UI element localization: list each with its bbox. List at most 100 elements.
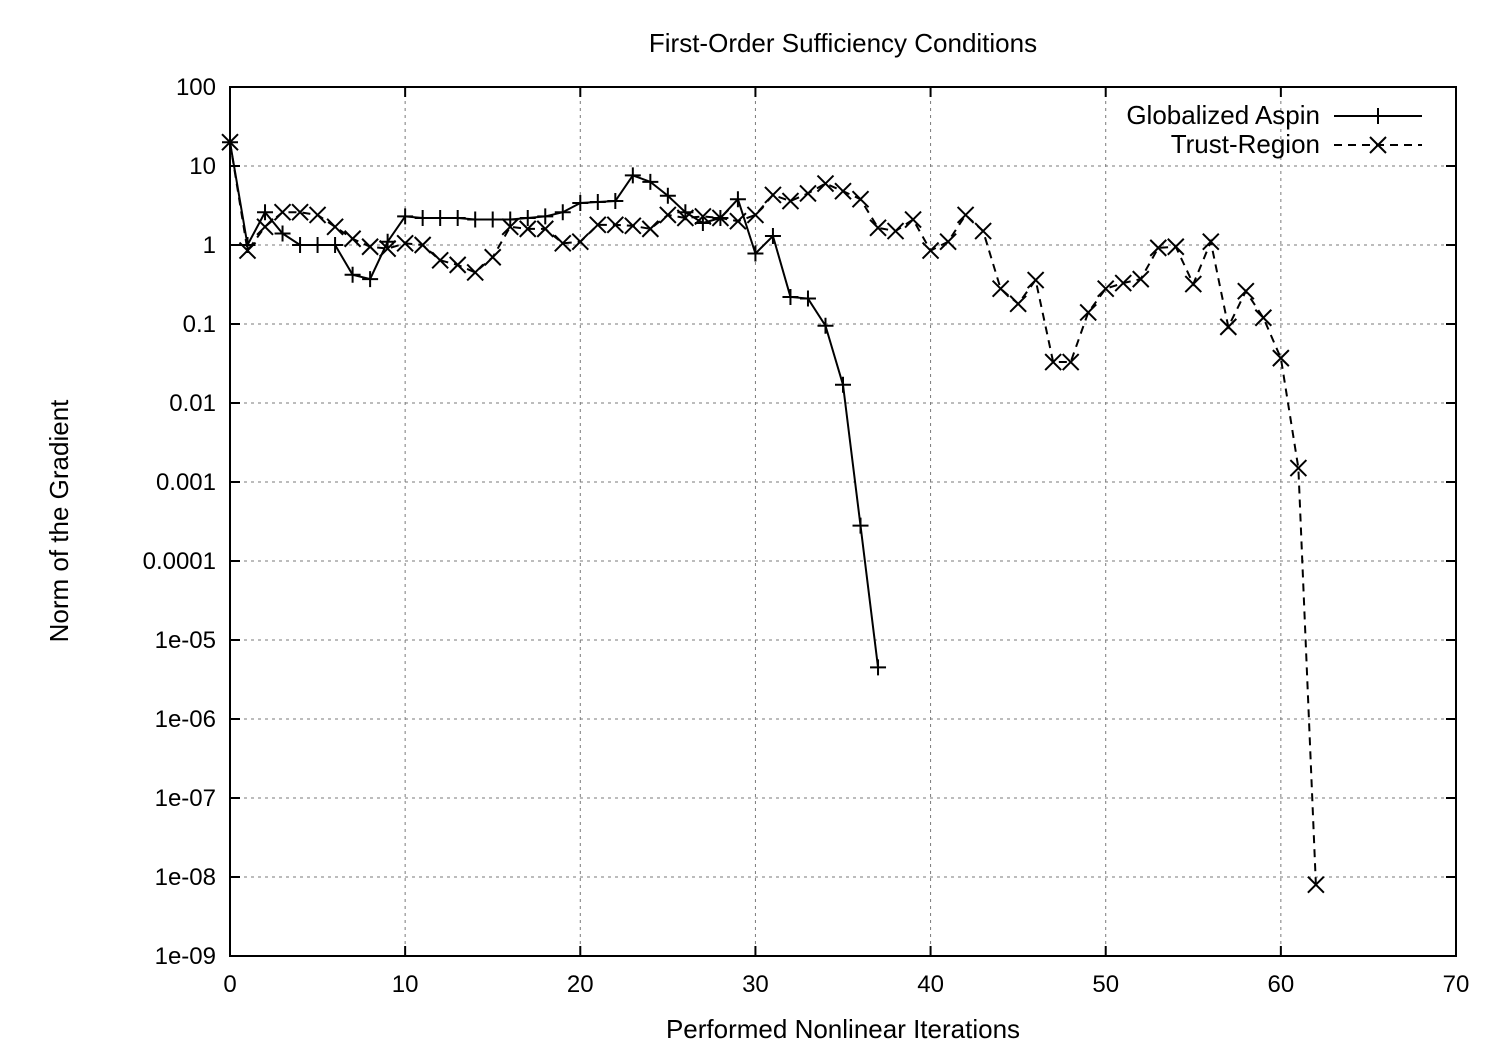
- data-point-trust-region: [1307, 875, 1325, 894]
- y-axis-title: Norm of the Gradient: [44, 399, 74, 643]
- data-point-trust-region: [448, 256, 467, 274]
- data-point-globalized-aspin: [870, 659, 887, 676]
- y-tick-label: 100: [176, 74, 216, 101]
- data-point-globalized-aspin: [344, 266, 361, 283]
- data-point-trust-region: [1237, 282, 1255, 300]
- series-globalized-aspin: [222, 134, 887, 676]
- series-trust-region: [221, 133, 1325, 894]
- legend: Globalized Aspin Trust-Region: [1126, 100, 1422, 159]
- data-point-trust-region: [1202, 233, 1220, 251]
- data-point-globalized-aspin: [659, 187, 676, 204]
- series-layer: [221, 133, 1325, 894]
- data-point-globalized-aspin: [729, 191, 746, 208]
- y-tick-label: 1e-06: [155, 706, 216, 733]
- data-point-trust-region: [991, 279, 1010, 298]
- data-point-trust-region: [554, 234, 572, 253]
- data-point-trust-region: [378, 239, 397, 258]
- data-point-trust-region: [571, 233, 589, 251]
- data-point-trust-region: [781, 192, 800, 210]
- axis-ticks: 0 10 20 30 40 50 60 70 1e-09 1e-08 1e-07 1e-06 1e-05…: [143, 74, 1470, 998]
- data-point-trust-region: [886, 222, 905, 240]
- y-tick-label: 0.01: [169, 390, 216, 417]
- data-point-trust-region: [641, 220, 660, 238]
- data-point-trust-region: [484, 248, 502, 266]
- data-point-globalized-aspin: [379, 233, 396, 250]
- data-point-globalized-aspin: [764, 227, 781, 244]
- data-point-trust-region: [536, 220, 554, 238]
- data-point-trust-region: [1254, 309, 1273, 327]
- data-point-trust-region: [606, 216, 625, 234]
- data-point-globalized-aspin: [309, 237, 326, 253]
- data-point-trust-region: [1009, 295, 1027, 313]
- data-point-globalized-aspin: [817, 317, 834, 334]
- plot-frame: [229, 86, 1457, 957]
- data-point-trust-region: [326, 218, 344, 236]
- y-tick-label: 1e-07: [155, 785, 216, 812]
- legend-label-trust-region: Trust-Region: [1171, 129, 1320, 159]
- data-point-trust-region: [291, 203, 309, 221]
- data-point-globalized-aspin: [572, 195, 589, 212]
- legend-label-globalized-aspin: Globalized Aspin: [1126, 100, 1320, 130]
- data-point-trust-region: [799, 184, 817, 203]
- data-point-globalized-aspin: [274, 225, 291, 242]
- data-point-trust-region: [1132, 270, 1150, 288]
- data-point-trust-region: [729, 212, 747, 230]
- x-tick-label: 70: [1443, 971, 1470, 998]
- x-tick-label: 10: [392, 971, 419, 998]
- data-point-trust-region: [396, 234, 414, 253]
- data-point-trust-region: [851, 190, 870, 208]
- legend-samples: [1334, 108, 1422, 154]
- data-point-trust-region: [1026, 271, 1045, 289]
- data-point-globalized-aspin: [519, 209, 536, 226]
- y-tick-label: 1e-05: [155, 627, 216, 654]
- data-point-globalized-aspin: [852, 517, 869, 534]
- data-point-trust-region: [361, 238, 379, 256]
- data-point-trust-region: [624, 217, 642, 235]
- data-point-globalized-aspin: [782, 288, 799, 305]
- data-point-trust-region: [956, 206, 975, 224]
- data-point-globalized-aspin: [502, 211, 519, 228]
- data-point-trust-region: [1079, 303, 1097, 322]
- data-point-trust-region: [974, 222, 992, 240]
- data-point-globalized-aspin: [414, 209, 431, 226]
- data-point-trust-region: [921, 241, 940, 260]
- data-point-trust-region: [1184, 275, 1202, 293]
- data-point-trust-region: [816, 174, 835, 193]
- data-point-globalized-aspin: [257, 204, 274, 221]
- x-tick-label: 60: [1268, 971, 1295, 998]
- x-tick-label: 20: [567, 971, 594, 998]
- legend-marker-trust-region: [1369, 136, 1387, 154]
- data-point-trust-region: [466, 263, 484, 282]
- data-point-trust-region: [256, 218, 274, 236]
- data-point-trust-region: [1061, 353, 1080, 371]
- y-tick-label: 0.1: [183, 311, 216, 338]
- legend-marker-globalized-aspin: [1370, 108, 1386, 124]
- series-line-trust-region: [229, 142, 1317, 885]
- data-point-trust-region: [834, 182, 852, 200]
- data-point-trust-region: [659, 206, 677, 224]
- data-point-globalized-aspin: [467, 211, 484, 228]
- series-line-globalized-aspin: [229, 142, 880, 668]
- data-point-globalized-aspin: [362, 271, 379, 288]
- data-point-trust-region: [869, 219, 887, 237]
- x-tick-label: 0: [223, 971, 236, 998]
- data-point-trust-region: [501, 218, 519, 236]
- data-point-trust-region: [589, 216, 607, 234]
- x-tick-label: 40: [917, 971, 944, 998]
- chart-title: First-Order Sufficiency Conditions: [649, 28, 1037, 58]
- data-point-trust-region: [343, 230, 362, 248]
- data-point-trust-region: [238, 241, 257, 260]
- data-point-globalized-aspin: [292, 237, 309, 253]
- data-point-globalized-aspin: [432, 209, 449, 226]
- y-tick-label: 0.0001: [143, 548, 216, 575]
- data-point-trust-region: [519, 220, 537, 238]
- data-point-trust-region: [904, 210, 922, 229]
- data-point-globalized-aspin: [589, 194, 606, 211]
- data-point-globalized-aspin: [449, 209, 466, 226]
- data-point-trust-region: [1149, 239, 1167, 257]
- y-tick-label: 1e-09: [155, 943, 216, 970]
- data-point-globalized-aspin: [799, 290, 816, 307]
- data-point-globalized-aspin: [642, 173, 659, 190]
- data-point-trust-region: [1289, 459, 1308, 477]
